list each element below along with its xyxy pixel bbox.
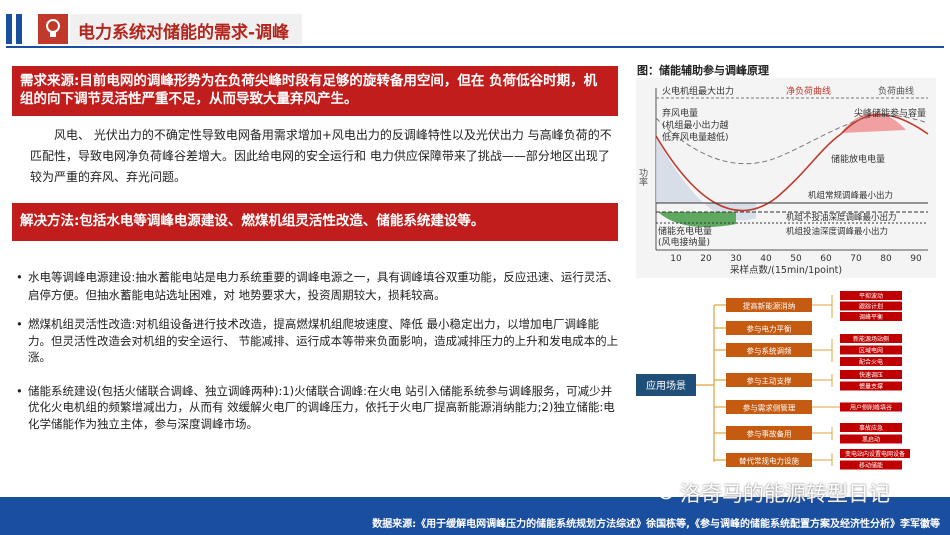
header-title-band	[70, 14, 302, 44]
header-divider	[6, 46, 944, 48]
figure-title: 图：储能辅助参与调峰原理	[637, 64, 769, 77]
x-tick: 90	[910, 254, 922, 264]
demand-source-banner: 需求来源:目前电网的调峰形势为在负荷尖峰时段有足够的旋转备用空间，但在 负荷低谷…	[12, 66, 618, 116]
mindmap-branch-label: 提高新能源消纳	[743, 301, 796, 311]
label-charge: 储能充电电量	[658, 225, 712, 237]
mindmap-leaf	[840, 301, 902, 311]
label-min-deep-no-oil: 机组不投油深度调峰最小出力	[786, 212, 897, 223]
label-charge-note: (风电接纳量)	[658, 236, 710, 248]
mindmap-leaf	[840, 370, 902, 379]
mindmap-branch	[726, 426, 812, 440]
mindmap-leaf	[840, 334, 902, 343]
mindmap-branch	[726, 453, 812, 467]
footer-bar	[0, 497, 950, 535]
x-tick: 10	[670, 254, 682, 264]
x-tick: 40	[760, 254, 772, 264]
mindmap-leaf-label: 调峰平衡	[859, 313, 883, 321]
solution-list: 水电等调峰电源建设:抽水蓄能电站是电力系统重要的调峰电源之一，具有调峰填谷双重功…	[16, 268, 620, 449]
discharge-region	[841, 113, 906, 133]
mindmap-leaf-label: 惯量支撑	[859, 383, 883, 391]
mindmap-leaf-label: 用户侧削峰填谷	[850, 404, 892, 412]
mindmap-branch-label: 参与需求侧管理	[743, 403, 796, 413]
mindmap-leaf-label: 事故应急	[859, 424, 883, 432]
label-max-output: 火电机组最大出力	[662, 85, 734, 97]
mindmap-leaf	[840, 345, 902, 355]
x-tick: 30	[730, 254, 742, 264]
mindmap-leaf	[840, 381, 902, 391]
mindmap-branch-label: 参与主动支撑	[747, 376, 792, 386]
label-peak-capacity: 尖峰储能参与容量	[854, 107, 926, 119]
mindmap-branch-label: 替代常规电力设施	[739, 456, 799, 466]
mindmap-leaf-label: 新能源场站侧	[853, 335, 889, 343]
x-axis-label: 采样点数/(15min/1point)	[730, 264, 842, 276]
explanation-paragraph: 风电、 光伏出力的不确定性导致电网备用需求增加+风电出力的反调峰特性以及光伏出力…	[30, 128, 612, 184]
mindmap-leaf-label: 移动储能	[859, 462, 883, 470]
net-load-curve	[655, 113, 929, 212]
watermark: 洛奇马的能源转型日记	[650, 478, 940, 506]
x-tick: 80	[880, 254, 892, 264]
y-axis-label: 功率	[637, 168, 648, 187]
mindmap-branch-label: 参与系统调频	[747, 346, 792, 356]
mindmap-branch-label: 参与电力平衡	[747, 324, 792, 334]
mindmap-leaf-label: 变电站内设置电网设备	[845, 450, 905, 458]
mindmap-leaf	[840, 460, 902, 470]
lightbulb-icon	[38, 14, 68, 44]
mindmap-leaf-label: 黑启动	[862, 436, 880, 444]
mindmap-branch-label: 参与事故备用	[747, 429, 792, 439]
slide-header: 电力系统对储能的需求-调峰	[0, 0, 950, 52]
peak-shaving-diagram: 功率 火电机组最大出力 净负荷曲线 负荷曲线 弃风电量 (机组最小出力越 低弃风…	[636, 78, 936, 278]
mindmap-branch	[726, 321, 812, 335]
x-tick: 60	[820, 254, 832, 264]
mindmap-leaf	[840, 312, 902, 321]
mindmap-branch	[726, 298, 812, 312]
page-title: 电力系统对储能的需求-调峰	[78, 23, 290, 43]
mindmap-branch	[726, 373, 812, 387]
footer-source: 数据来源:《用于缓解电网调峰压力的储能系统规划方法综述》徐国栋等,《参与调峰的储…	[372, 519, 940, 530]
mindmap-branch	[726, 400, 812, 414]
mindmap-leaf-label: 跟踪计划	[859, 303, 883, 311]
mindmap-root-label: 应用场景	[646, 379, 686, 392]
load-curve	[655, 115, 929, 165]
label-min-normal: 机组常规调峰最小出力	[808, 190, 893, 201]
label-load: 负荷曲线	[878, 85, 914, 97]
x-tick: 70	[850, 254, 862, 264]
mindmap-leaf	[840, 449, 910, 458]
label-min-deep-oil: 机组投油深度调峰最小出力	[786, 226, 888, 237]
watermark-text: 洛奇马的能源转型日记	[680, 482, 890, 506]
label-curtail: 弃风电量	[662, 107, 698, 119]
mindmap-leaf-label: 快速调压	[859, 371, 883, 379]
label-net-load: 净负荷曲线	[786, 85, 831, 97]
solution-banner: 解决方法:包括水电等调峰电源建设、燃煤机组灵活性改造、储能系统建设等。	[12, 203, 618, 241]
list-item: 水电等调峰电源建设:抽水蓄能电站是电力系统重要的调峰电源之一，具有调峰填谷双重功…	[16, 268, 620, 304]
mindmap-leaf-label: 配合火电	[859, 358, 883, 366]
x-tick: 20	[700, 254, 712, 264]
list-item: 燃煤机组灵活性改造:对机组设备进行技术改造，提高燃煤机组爬坡速度、降低 最小稳定…	[16, 316, 620, 366]
mindmap-leaf-label: 区域电网	[859, 347, 883, 355]
curtail-region	[656, 138, 756, 221]
mindmap-leaf	[840, 434, 902, 444]
application-scenarios-mindmap: 应用场景 提高新能源消纳 平抑波动 跟踪计划 调峰平衡 参与电力平衡 参与系统调…	[636, 291, 910, 470]
mindmap-branch	[726, 343, 812, 357]
list-item: 储能系统建设(包括火储联合调峰、独立调峰两种):1)火储联合调峰:在火电 站引入…	[16, 383, 620, 433]
mindmap-root	[636, 374, 696, 396]
mindmap-leaf-label: 平抑波动	[859, 292, 883, 300]
mindmap-leaf	[840, 423, 902, 432]
wechat-icon	[650, 480, 674, 500]
label-curtail-note1: (机组最小出力越	[662, 119, 729, 131]
mindmap-leaf	[840, 291, 902, 300]
mindmap-leaf	[840, 357, 902, 366]
label-discharge: 储能放电电量	[831, 153, 885, 165]
header-bars-icon	[6, 14, 34, 44]
mindmap-leaf	[840, 402, 902, 412]
x-tick: 50	[790, 254, 802, 264]
label-curtail-note2: 低弃风电量越低)	[662, 131, 729, 143]
